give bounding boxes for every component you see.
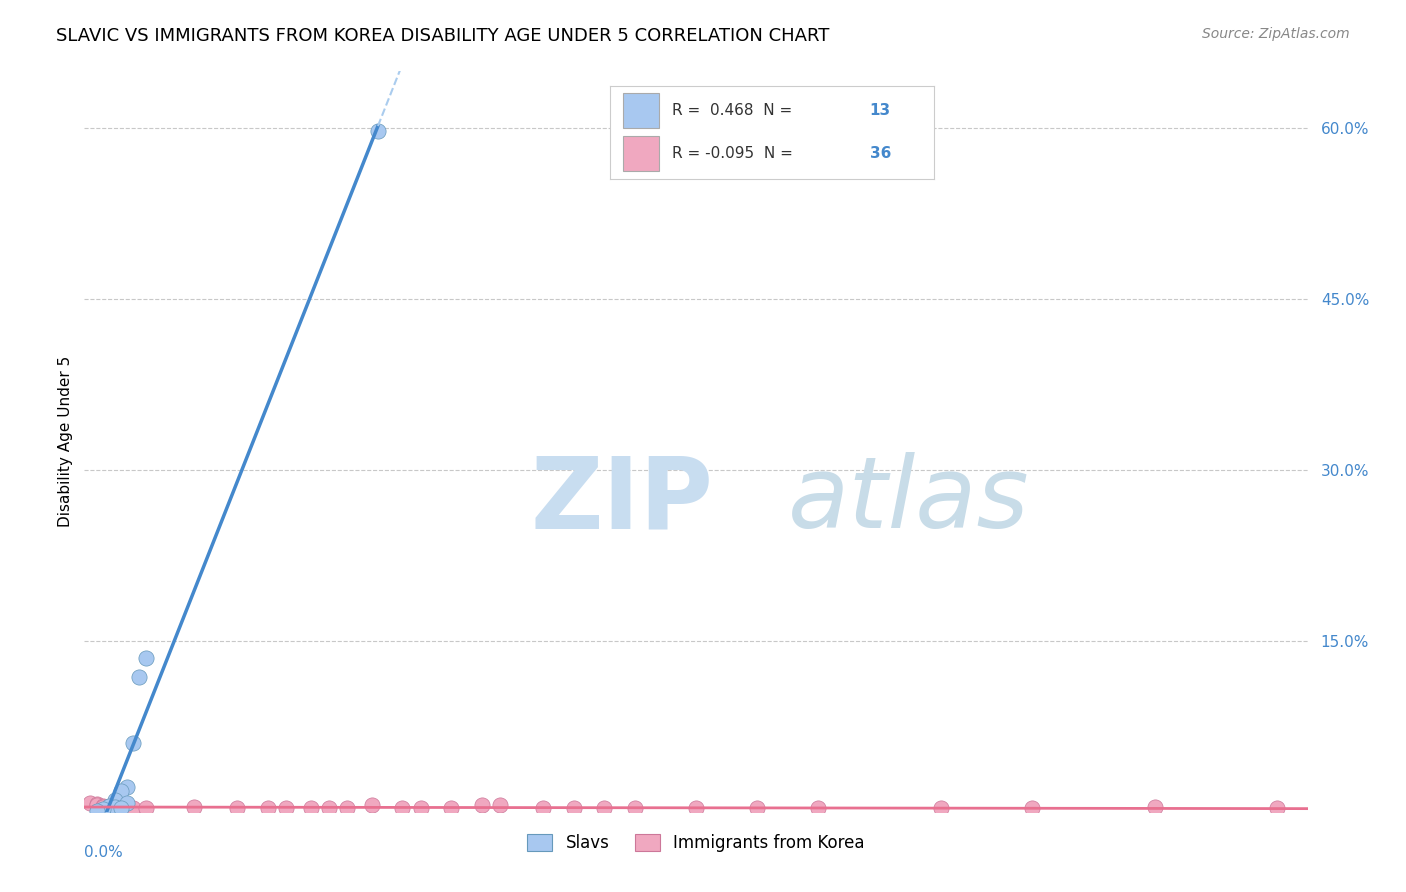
Point (183, 800, 205, 814)
Text: atlas: atlas (787, 452, 1029, 549)
Point (562, 801, 585, 815)
Point (104, 801, 127, 815)
Point (104, 801, 127, 815)
Point (471, 797, 494, 812)
Point (110, 801, 132, 815)
Point (97, 800, 120, 814)
Text: Source: ZipAtlas.com: Source: ZipAtlas.com (1202, 27, 1350, 41)
Point (115, 780, 138, 794)
Point (104, 800, 127, 814)
Point (122, 736, 145, 750)
Point (91, 799, 114, 814)
Point (367, 123, 389, 137)
Point (104, 793, 127, 807)
Point (440, 801, 463, 815)
Point (409, 801, 432, 815)
Point (1021, 801, 1043, 815)
Point (79, 796, 101, 810)
Point (86, 797, 108, 811)
Point (1143, 800, 1166, 814)
Point (110, 801, 132, 815)
Point (91, 800, 114, 814)
Point (531, 801, 554, 815)
Point (135, 801, 157, 815)
Point (226, 801, 249, 815)
Point (391, 801, 413, 815)
Point (624, 801, 647, 815)
Point (97, 799, 120, 814)
Point (685, 801, 707, 815)
Point (276, 801, 298, 815)
Point (128, 670, 150, 684)
Point (257, 801, 280, 815)
Point (593, 801, 616, 815)
Point (807, 801, 830, 815)
Point (489, 797, 512, 812)
Point (91, 802, 114, 816)
Point (122, 801, 145, 815)
Y-axis label: Disability Age Under 5: Disability Age Under 5 (58, 356, 73, 527)
Point (86, 797, 108, 812)
Point (336, 801, 359, 815)
Text: ZIP: ZIP (531, 452, 714, 549)
Point (299, 801, 322, 815)
Point (86, 804, 108, 818)
Point (1265, 801, 1288, 815)
Point (360, 797, 382, 812)
Point (110, 784, 132, 798)
Point (929, 801, 952, 815)
Legend: Slavs, Immigrants from Korea: Slavs, Immigrants from Korea (520, 828, 872, 859)
Point (115, 796, 138, 810)
Point (747, 801, 769, 815)
Point (135, 651, 157, 665)
Text: SLAVIC VS IMMIGRANTS FROM KOREA DISABILITY AGE UNDER 5 CORRELATION CHART: SLAVIC VS IMMIGRANTS FROM KOREA DISABILI… (56, 27, 830, 45)
Point (318, 801, 340, 815)
Text: 0.0%: 0.0% (84, 845, 124, 860)
Point (115, 801, 138, 815)
